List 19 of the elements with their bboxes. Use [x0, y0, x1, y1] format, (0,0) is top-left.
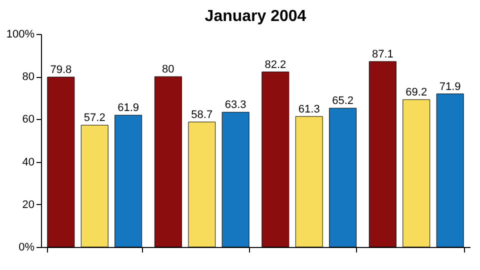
data-label: 63.3 [224, 99, 246, 112]
y-tick-label: 40 [22, 156, 34, 168]
chart-title: January 2004 [204, 8, 306, 25]
data-label: 57.2 [84, 112, 106, 124]
data-label: 65.2 [332, 95, 354, 108]
y-tick-label: 80 [22, 71, 34, 84]
data-label: 61.9 [118, 102, 140, 114]
y-tick-label: 60 [22, 114, 34, 126]
y-tick-label: 20 [22, 198, 34, 211]
data-label: 71.9 [439, 80, 461, 93]
data-label: 69.2 [406, 86, 428, 99]
data-label: 80 [162, 64, 174, 76]
y-tick-label: 100% [6, 28, 35, 40]
data-label: 87.1 [372, 48, 394, 60]
data-label: 61.3 [298, 103, 320, 116]
data-label: 82.2 [264, 58, 286, 71]
y-tick-label: 0% [18, 242, 35, 254]
data-label: 79.8 [50, 64, 72, 76]
data-label: 58.7 [191, 108, 213, 121]
